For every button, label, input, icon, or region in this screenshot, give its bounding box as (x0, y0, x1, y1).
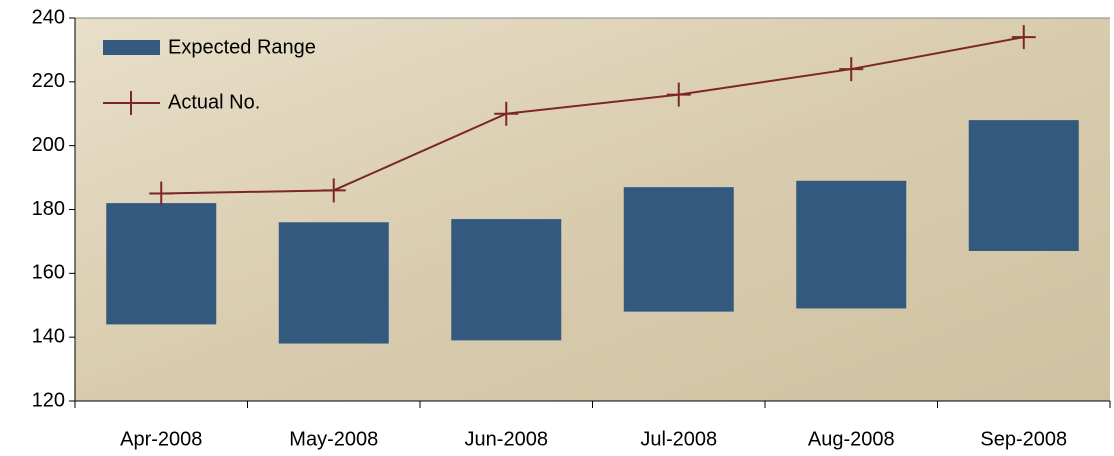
actual-line (161, 36, 1024, 195)
range-bar (796, 180, 907, 309)
actual-marker (666, 82, 691, 107)
legend-label: Actual No. (168, 91, 260, 113)
actual-marker (149, 181, 174, 206)
legend-marker (119, 91, 143, 115)
actual-marker (494, 101, 519, 126)
x-tick-label: Apr-2008 (120, 428, 202, 450)
x-tick-label: Jul-2008 (640, 428, 717, 450)
y-tick-label: 180 (32, 198, 65, 220)
x-tick-label: Sep-2008 (980, 428, 1067, 450)
range-bar (968, 120, 1079, 251)
legend-label: Expected Range (168, 36, 316, 58)
range-bar (106, 203, 217, 325)
y-tick-label: 140 (32, 325, 65, 347)
actual-marker (321, 178, 346, 203)
range-bar (451, 219, 562, 341)
x-tick-label: Jun-2008 (465, 428, 548, 450)
range-bar (278, 222, 389, 344)
actual-marker (839, 57, 864, 82)
y-tick-label: 200 (32, 134, 65, 156)
range-bar (623, 187, 734, 312)
actual-marker (1011, 25, 1036, 50)
plot-background (75, 18, 1110, 401)
x-tick-label: May-2008 (289, 428, 378, 450)
x-tick-label: Aug-2008 (808, 428, 895, 450)
y-tick-label: 220 (32, 70, 65, 92)
y-tick-label: 120 (32, 389, 65, 411)
legend-swatch (103, 40, 160, 55)
y-tick-label: 240 (32, 6, 65, 28)
y-tick-label: 160 (32, 262, 65, 284)
